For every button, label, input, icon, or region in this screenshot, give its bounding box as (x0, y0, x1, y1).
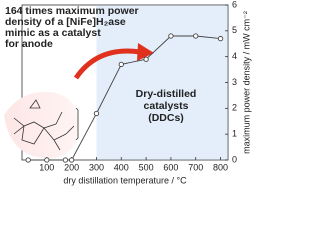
x-tick-label: 200 (64, 162, 79, 172)
x-tick-label: 800 (213, 162, 228, 172)
marker (143, 56, 149, 62)
marker (68, 157, 75, 163)
x-axis-title: dry distillation temperature / °C (63, 175, 187, 185)
annotation-title: for anode (5, 38, 53, 50)
arrow (73, 48, 141, 80)
annotation-ddc: (DDCs) (148, 112, 184, 124)
x-tick-label: 700 (188, 162, 203, 172)
marker (118, 61, 124, 68)
marker (44, 157, 50, 163)
y-tick-label: 5 (232, 25, 237, 35)
y-tick-label: 1 (232, 129, 237, 139)
y-tick-label: 2 (232, 103, 237, 113)
marker (217, 35, 224, 42)
ddc-background (96, 5, 228, 160)
y-tick-label: 0 (232, 154, 237, 164)
x-tick-label: 500 (139, 162, 154, 172)
y-axis-title: maximum power density / mW cm⁻² (241, 11, 251, 154)
molecule (13, 99, 79, 151)
annotation-ddc: catalysts (144, 100, 189, 112)
x-tick-label: 400 (114, 162, 129, 172)
marker (93, 110, 100, 117)
marker (62, 157, 69, 163)
marker (25, 157, 31, 163)
molecule-background (4, 91, 79, 159)
annotation-title: mimic as a catalyst (5, 27, 101, 39)
chart: 0 1 2 3 4 5 6 100 200 300 400 500 600 700 800 dry disti… (4, 0, 251, 185)
annotation-title: density of a [NiFe]H₂ase (5, 16, 126, 28)
x-tick-label: 300 (89, 162, 104, 172)
arrow-head (137, 43, 154, 61)
series-line (28, 35, 221, 161)
y-tick-label: 3 (232, 77, 237, 87)
y-tick-label: 6 (232, 0, 237, 9)
marker (168, 33, 174, 39)
marker (193, 33, 199, 39)
annotation-title: 164 times maximum power (5, 5, 139, 17)
x-tick-label: 100 (39, 162, 54, 172)
y-tick-label: 4 (232, 51, 237, 61)
x-tick-label: 600 (163, 162, 178, 172)
annotation-ddc: Dry-distilled (136, 88, 197, 100)
